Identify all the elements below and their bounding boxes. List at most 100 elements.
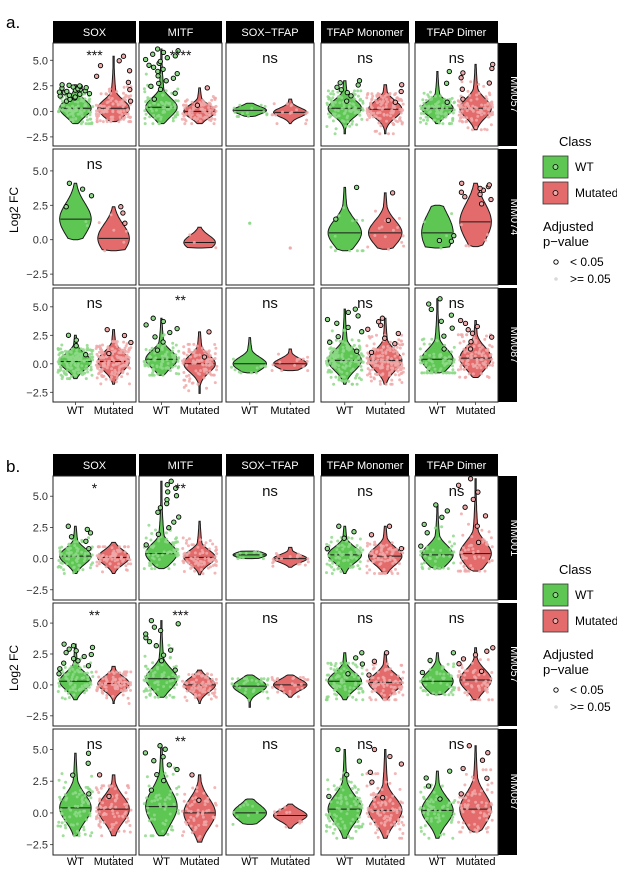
significance-label: ns <box>449 483 465 500</box>
data-point <box>69 823 73 827</box>
data-point <box>156 687 160 691</box>
significant-point <box>334 84 340 90</box>
data-point <box>202 561 206 565</box>
data-point <box>334 796 338 800</box>
data-point <box>215 824 219 828</box>
data-point <box>69 681 73 685</box>
data-point <box>168 693 172 697</box>
data-point <box>149 561 153 565</box>
data-point <box>280 369 284 373</box>
data-point <box>119 351 122 355</box>
data-point <box>375 683 378 687</box>
significant-point <box>154 46 161 52</box>
data-point <box>422 832 426 836</box>
data-point <box>345 812 349 816</box>
data-point <box>101 801 105 805</box>
data-point <box>489 801 493 805</box>
data-point <box>441 814 445 818</box>
data-point <box>459 363 463 367</box>
data-point <box>484 238 488 242</box>
data-point <box>483 337 487 341</box>
significant-point <box>334 320 340 326</box>
data-point <box>205 359 209 363</box>
data-point <box>100 367 104 371</box>
data-point <box>197 672 201 676</box>
data-point <box>172 802 176 806</box>
data-point <box>344 124 348 128</box>
data-point <box>384 102 388 106</box>
data-point <box>168 812 172 816</box>
significant-point <box>168 478 174 484</box>
data-point <box>129 670 133 674</box>
data-point <box>463 569 467 573</box>
data-point <box>77 358 81 362</box>
data-point <box>419 355 423 359</box>
data-point <box>167 367 171 370</box>
data-point <box>340 340 344 344</box>
data-point <box>126 85 129 89</box>
data-point <box>383 820 387 824</box>
data-point <box>473 822 477 826</box>
data-point <box>59 824 62 828</box>
facet-panel: ns <box>414 728 499 856</box>
data-point <box>444 356 448 360</box>
data-point <box>80 364 84 368</box>
data-point <box>490 698 494 702</box>
data-point <box>95 689 99 693</box>
data-point <box>57 677 61 681</box>
data-point <box>433 808 437 812</box>
data-point <box>422 220 426 224</box>
data-point <box>422 101 426 105</box>
data-point <box>238 556 242 560</box>
y-tick-label: 0.0 <box>33 554 48 566</box>
facet-panel: ns <box>225 42 315 147</box>
data-point <box>182 114 186 118</box>
data-point <box>113 368 117 372</box>
data-point <box>71 120 75 124</box>
data-point <box>386 559 390 562</box>
data-point <box>424 817 428 821</box>
data-point <box>212 105 216 109</box>
data-point <box>441 676 445 680</box>
legend-nonsig-marker <box>554 705 558 709</box>
data-point <box>105 559 109 563</box>
data-point <box>63 554 67 558</box>
data-point <box>284 825 288 829</box>
data-point <box>423 785 427 789</box>
column-strip <box>415 21 498 43</box>
data-point <box>451 685 455 689</box>
data-point <box>76 366 80 370</box>
significant-point <box>439 514 445 520</box>
significance-label: **** <box>170 47 192 63</box>
data-point <box>214 545 218 549</box>
data-point <box>446 804 450 807</box>
x-tick-label: Mutated <box>180 405 220 417</box>
data-point <box>360 825 363 829</box>
data-point <box>386 348 389 352</box>
data-point <box>383 681 387 685</box>
data-point <box>160 673 164 676</box>
data-point <box>203 687 207 691</box>
data-point <box>125 359 129 363</box>
data-point <box>104 677 108 681</box>
x-tick-label: WT <box>153 405 170 417</box>
significant-point <box>106 793 112 800</box>
data-point <box>99 92 103 96</box>
data-point <box>58 795 62 799</box>
data-point <box>76 668 80 672</box>
data-point <box>388 799 392 803</box>
data-point <box>106 100 110 104</box>
violin <box>421 770 454 839</box>
data-point <box>165 681 169 685</box>
data-point <box>98 559 102 563</box>
significant-point <box>456 661 462 667</box>
data-point <box>471 551 475 554</box>
data-point <box>281 110 284 114</box>
data-point <box>154 528 157 532</box>
data-point <box>480 103 484 107</box>
data-point <box>299 682 303 686</box>
data-point <box>96 545 100 549</box>
data-point <box>213 381 217 385</box>
data-point <box>71 688 75 692</box>
data-point <box>65 677 69 681</box>
